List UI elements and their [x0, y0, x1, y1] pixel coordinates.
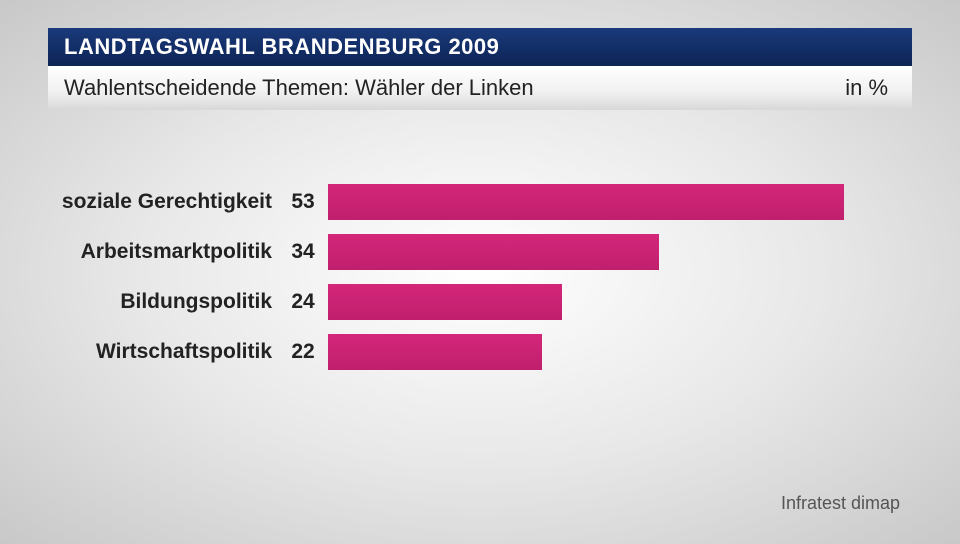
bar-row: Wirtschaftspolitik 22	[48, 330, 912, 374]
bar-fill	[328, 284, 562, 320]
bar-fill	[328, 334, 542, 370]
bar-row: soziale Gerechtigkeit 53	[48, 180, 912, 224]
bar-row: Bildungspolitik 24	[48, 280, 912, 324]
source-credit: Infratest dimap	[781, 493, 900, 514]
header-banner: LANDTAGSWAHL BRANDENBURG 2009	[48, 28, 912, 66]
bar-value: 34	[278, 240, 328, 264]
unit-text: in %	[845, 75, 888, 101]
bar-label: soziale Gerechtigkeit	[48, 190, 278, 214]
bar-label: Wirtschaftspolitik	[48, 340, 278, 364]
chart-area: soziale Gerechtigkeit 53 Arbeitsmarktpol…	[48, 180, 912, 380]
bar-label: Arbeitsmarktpolitik	[48, 240, 278, 264]
bar-value: 53	[278, 190, 328, 214]
bar-fill	[328, 184, 844, 220]
bar-container	[328, 284, 912, 320]
bar-value: 22	[278, 340, 328, 364]
bar-label: Bildungspolitik	[48, 290, 278, 314]
subtitle-bar: Wahlentscheidende Themen: Wähler der Lin…	[48, 66, 912, 110]
bar-row: Arbeitsmarktpolitik 34	[48, 230, 912, 274]
bar-container	[328, 334, 912, 370]
bar-fill	[328, 234, 659, 270]
bar-container	[328, 234, 912, 270]
subtitle-text: Wahlentscheidende Themen: Wähler der Lin…	[64, 75, 534, 101]
bar-container	[328, 184, 912, 220]
header-banner-text: LANDTAGSWAHL BRANDENBURG 2009	[64, 34, 499, 60]
bar-value: 24	[278, 290, 328, 314]
